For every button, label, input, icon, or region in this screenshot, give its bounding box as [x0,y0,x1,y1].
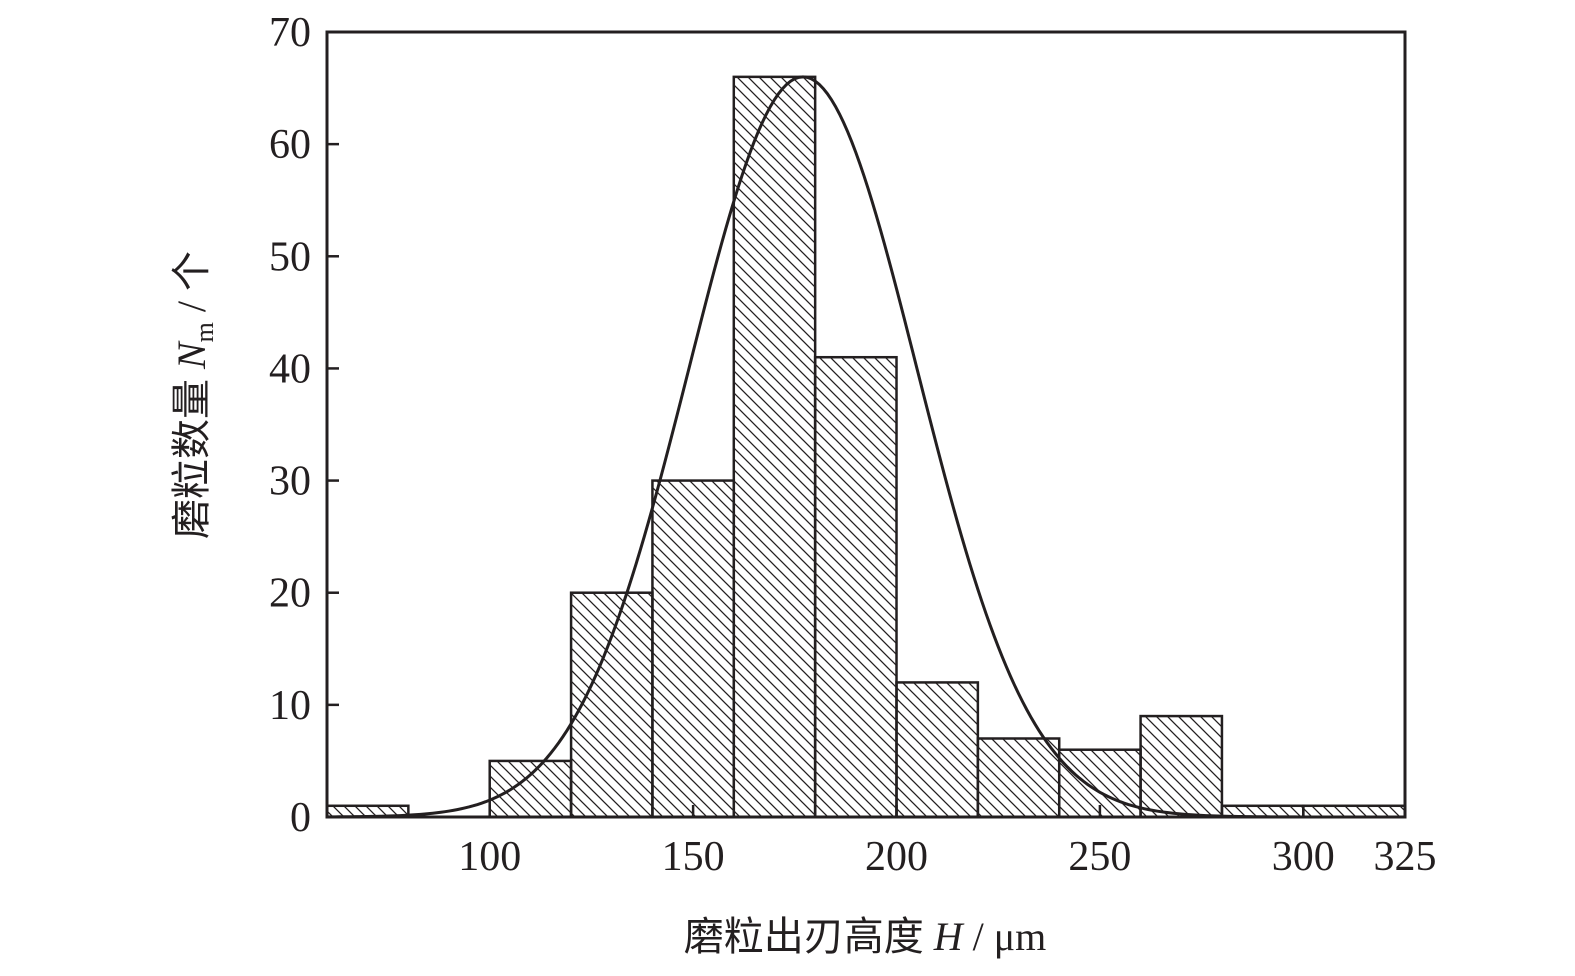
x-axis-ticks: 100 150 200 250 300 325 [458,805,1437,880]
histogram-bars [325,75,1407,819]
x-axis-title: 磨粒出刃高度 H / μm [684,914,1047,959]
histogram-bar-300-325 [1302,804,1407,819]
histogram-bar-220-240 [976,737,1061,819]
histogram-bar-160-180 [732,75,817,819]
y-axis-title: 磨粒数量 Nm / 个 [169,251,219,539]
y-tick-label-30: 30 [269,459,311,505]
histogram-bar-200-220 [895,681,980,819]
y-tick-label-50: 50 [269,234,311,280]
y-tick-label-70: 70 [269,10,311,56]
x-tick-label-100: 100 [458,834,521,880]
histogram-bar-260-280 [1139,714,1224,819]
x-tick-label-325: 325 [1374,834,1437,880]
histogram-bar-180-200 [813,355,898,819]
y-tick-label-40: 40 [269,346,311,392]
y-tick-label-60: 60 [269,122,311,168]
y-tick-label-0: 0 [290,795,311,841]
x-tick-label-150: 150 [662,834,725,880]
x-tick-label-300: 300 [1272,834,1335,880]
y-tick-label-20: 20 [269,571,311,617]
y-tick-label-10: 10 [269,683,311,729]
x-tick-label-250: 250 [1068,834,1131,880]
histogram-bar-100-120 [488,759,573,819]
y-axis-ticks: 0 10 20 30 40 50 60 70 [269,10,339,841]
x-tick-label-200: 200 [865,834,928,880]
normal-fit-curve [326,75,1304,819]
plot-frame [325,30,1407,819]
histogram-bar-140-160 [651,479,736,819]
